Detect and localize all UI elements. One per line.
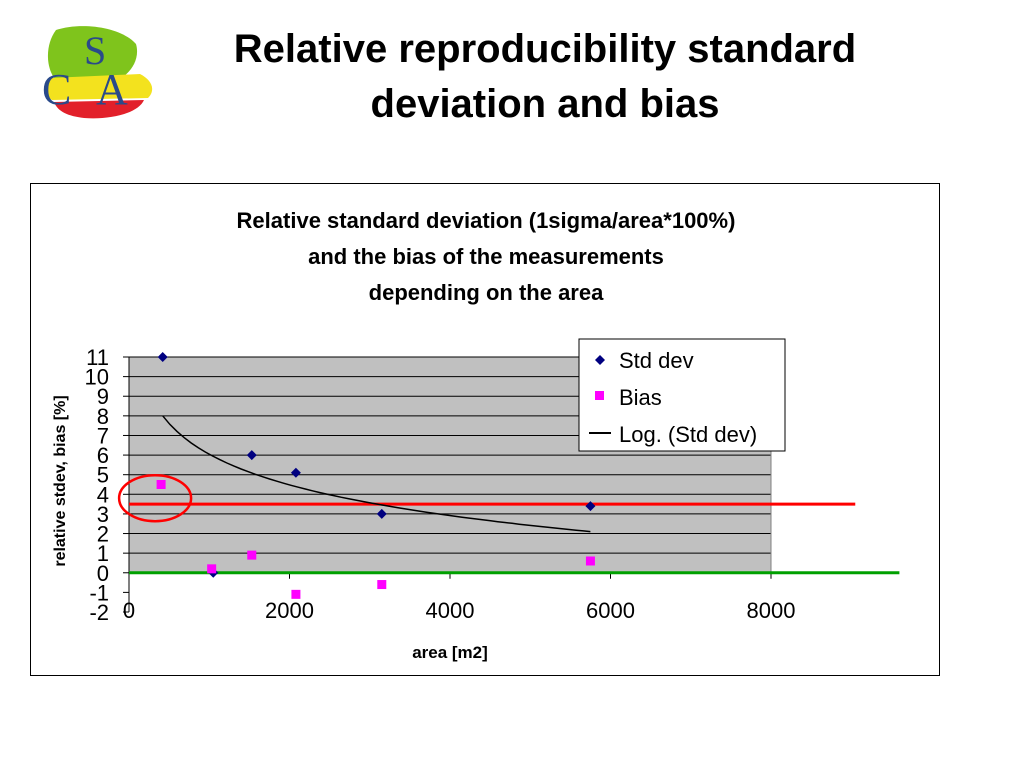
std-dev-point-5 (585, 501, 596, 512)
slide-title: Relative reproducibility standard deviat… (180, 22, 910, 132)
y-tick-label-6: 6 (97, 443, 109, 468)
series-layer (156, 352, 596, 599)
std-dev-point-0 (157, 352, 168, 362)
y-tick-label-2: 2 (97, 522, 109, 547)
y-tick-label-5: 5 (97, 463, 109, 488)
x-tick-label-4000: 4000 (426, 598, 475, 623)
logo-letter-s: S (84, 28, 106, 73)
log-trend-line (162, 415, 591, 533)
csa-logo: S C A (42, 26, 153, 119)
bias-point-1 (207, 564, 217, 574)
y-tick-label-4: 4 (97, 482, 109, 507)
x-tick-label-8000: 8000 (747, 598, 796, 623)
trend-layer (162, 415, 591, 533)
y-tick-label--1: -1 (89, 580, 109, 605)
slide-title-line1: Relative reproducibility standard (233, 27, 857, 71)
legend-log-trend-label: Log. (Std dev) (619, 422, 757, 447)
logo-letter-a: A (96, 65, 128, 114)
chart-title: Relative standard deviation (1sigma/area… (237, 208, 736, 305)
chart-title-line-3: depending on the area (369, 280, 604, 305)
logo-map-green (47, 26, 138, 82)
std-dev-point-3 (290, 467, 301, 478)
y-tick-label-8: 8 (97, 404, 109, 429)
legend-std-dev-marker (595, 355, 605, 365)
y-tick-label-9: 9 (97, 384, 109, 409)
legend-bias-label: Bias (619, 385, 662, 410)
y-axis-label: relative stdev, bias [%] (52, 395, 69, 566)
bias-point-0 (156, 480, 166, 489)
std-dev-point-4 (376, 508, 387, 519)
bias-point-4 (377, 580, 387, 590)
chart-frame: Relative standard deviation (1sigma/area… (30, 183, 940, 676)
legend-std-dev-label: Std dev (619, 348, 694, 373)
logo-map-red (54, 100, 144, 119)
bias-point-5 (585, 556, 595, 566)
y-tick-label-10: 10 (85, 365, 109, 390)
bias-point-3 (291, 589, 301, 599)
x-tick-label-2000: 2000 (265, 598, 314, 623)
bias-point-2 (247, 550, 257, 560)
chart-title-line-1: Relative standard deviation (1sigma/area… (237, 208, 736, 233)
std-dev-point-2 (246, 450, 257, 461)
legend: Std dev Bias Log. (Std dev) (578, 338, 786, 452)
y-tick-label-1: 1 (97, 541, 109, 566)
y-tick-label-0: 0 (97, 561, 109, 586)
y-tick-label--2: -2 (89, 600, 109, 625)
chart-title-line-2: and the bias of the measurements (308, 244, 664, 269)
legend-box (578, 338, 786, 452)
x-axis-label: area [m2] (412, 643, 488, 662)
y-tick-label-11: 11 (86, 345, 109, 370)
y-tick-label-3: 3 (97, 502, 109, 527)
reference-lines (117, 473, 900, 575)
y-tick-label-7: 7 (97, 423, 109, 448)
x-tick-label-0: 0 (123, 598, 135, 623)
scatter-chart: Relative standard deviation (1sigma/area… (52, 208, 900, 662)
legend-bias-marker (595, 391, 604, 400)
logo-map-yellow (44, 74, 153, 100)
highlight-circle (117, 473, 193, 523)
slide-title-line2: deviation and bias (370, 82, 720, 126)
x-tick-label-6000: 6000 (586, 598, 635, 623)
logo-letter-c: C (42, 65, 71, 114)
